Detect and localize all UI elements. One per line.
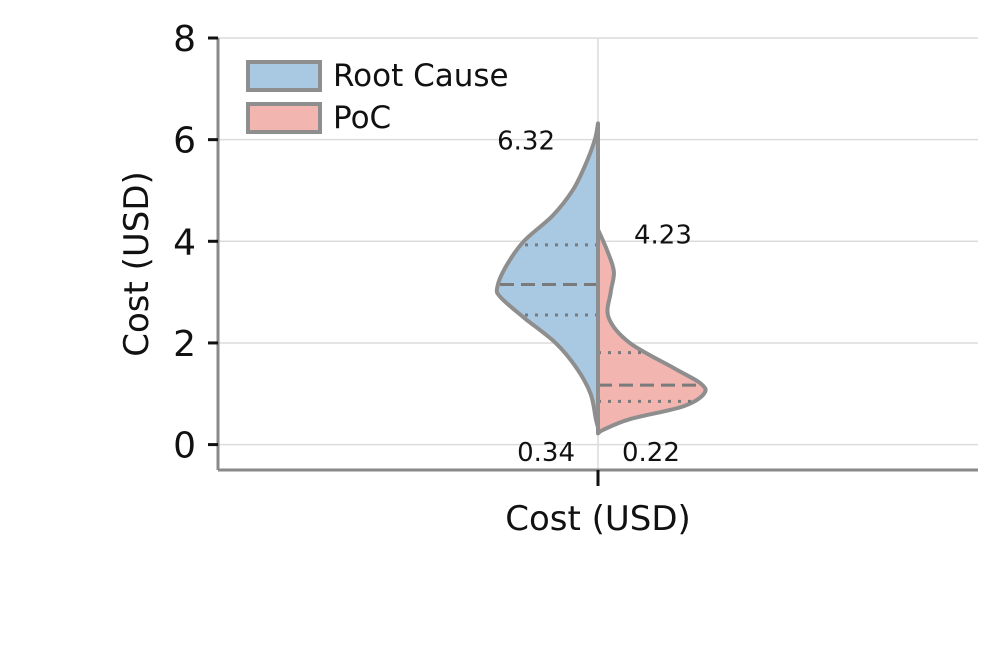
y-axis-label: Cost (USD)	[117, 171, 157, 357]
y-tick-label-2: 2	[173, 324, 196, 365]
annotation-poc-max: 4.23	[634, 221, 692, 251]
legend-swatch-poc	[246, 102, 322, 134]
y-tick-label-4: 4	[173, 222, 196, 263]
annotation-root-cause-min: 0.34	[517, 438, 575, 468]
legend: Root Cause PoC	[246, 58, 509, 136]
violins	[494, 121, 708, 436]
axes: 0 2 4 6 8 Cost (USD) Cost (USD)	[117, 19, 978, 539]
y-tick-label-0: 0	[173, 426, 196, 467]
legend-swatch-root-cause	[246, 60, 322, 92]
violin-poc	[596, 227, 708, 436]
annotation-poc-min: 0.22	[622, 438, 680, 468]
violin-root-cause	[494, 121, 600, 430]
y-tick-label-8: 8	[173, 19, 196, 60]
annotation-root-cause-max: 6.32	[497, 126, 555, 156]
legend-label-poc: PoC	[333, 100, 391, 136]
annotations: 6.32 4.23 0.34 0.22	[497, 126, 692, 468]
legend-label-root-cause: Root Cause	[333, 58, 509, 94]
x-axis-label: Cost (USD)	[505, 499, 691, 539]
y-tick-label-6: 6	[173, 121, 196, 162]
